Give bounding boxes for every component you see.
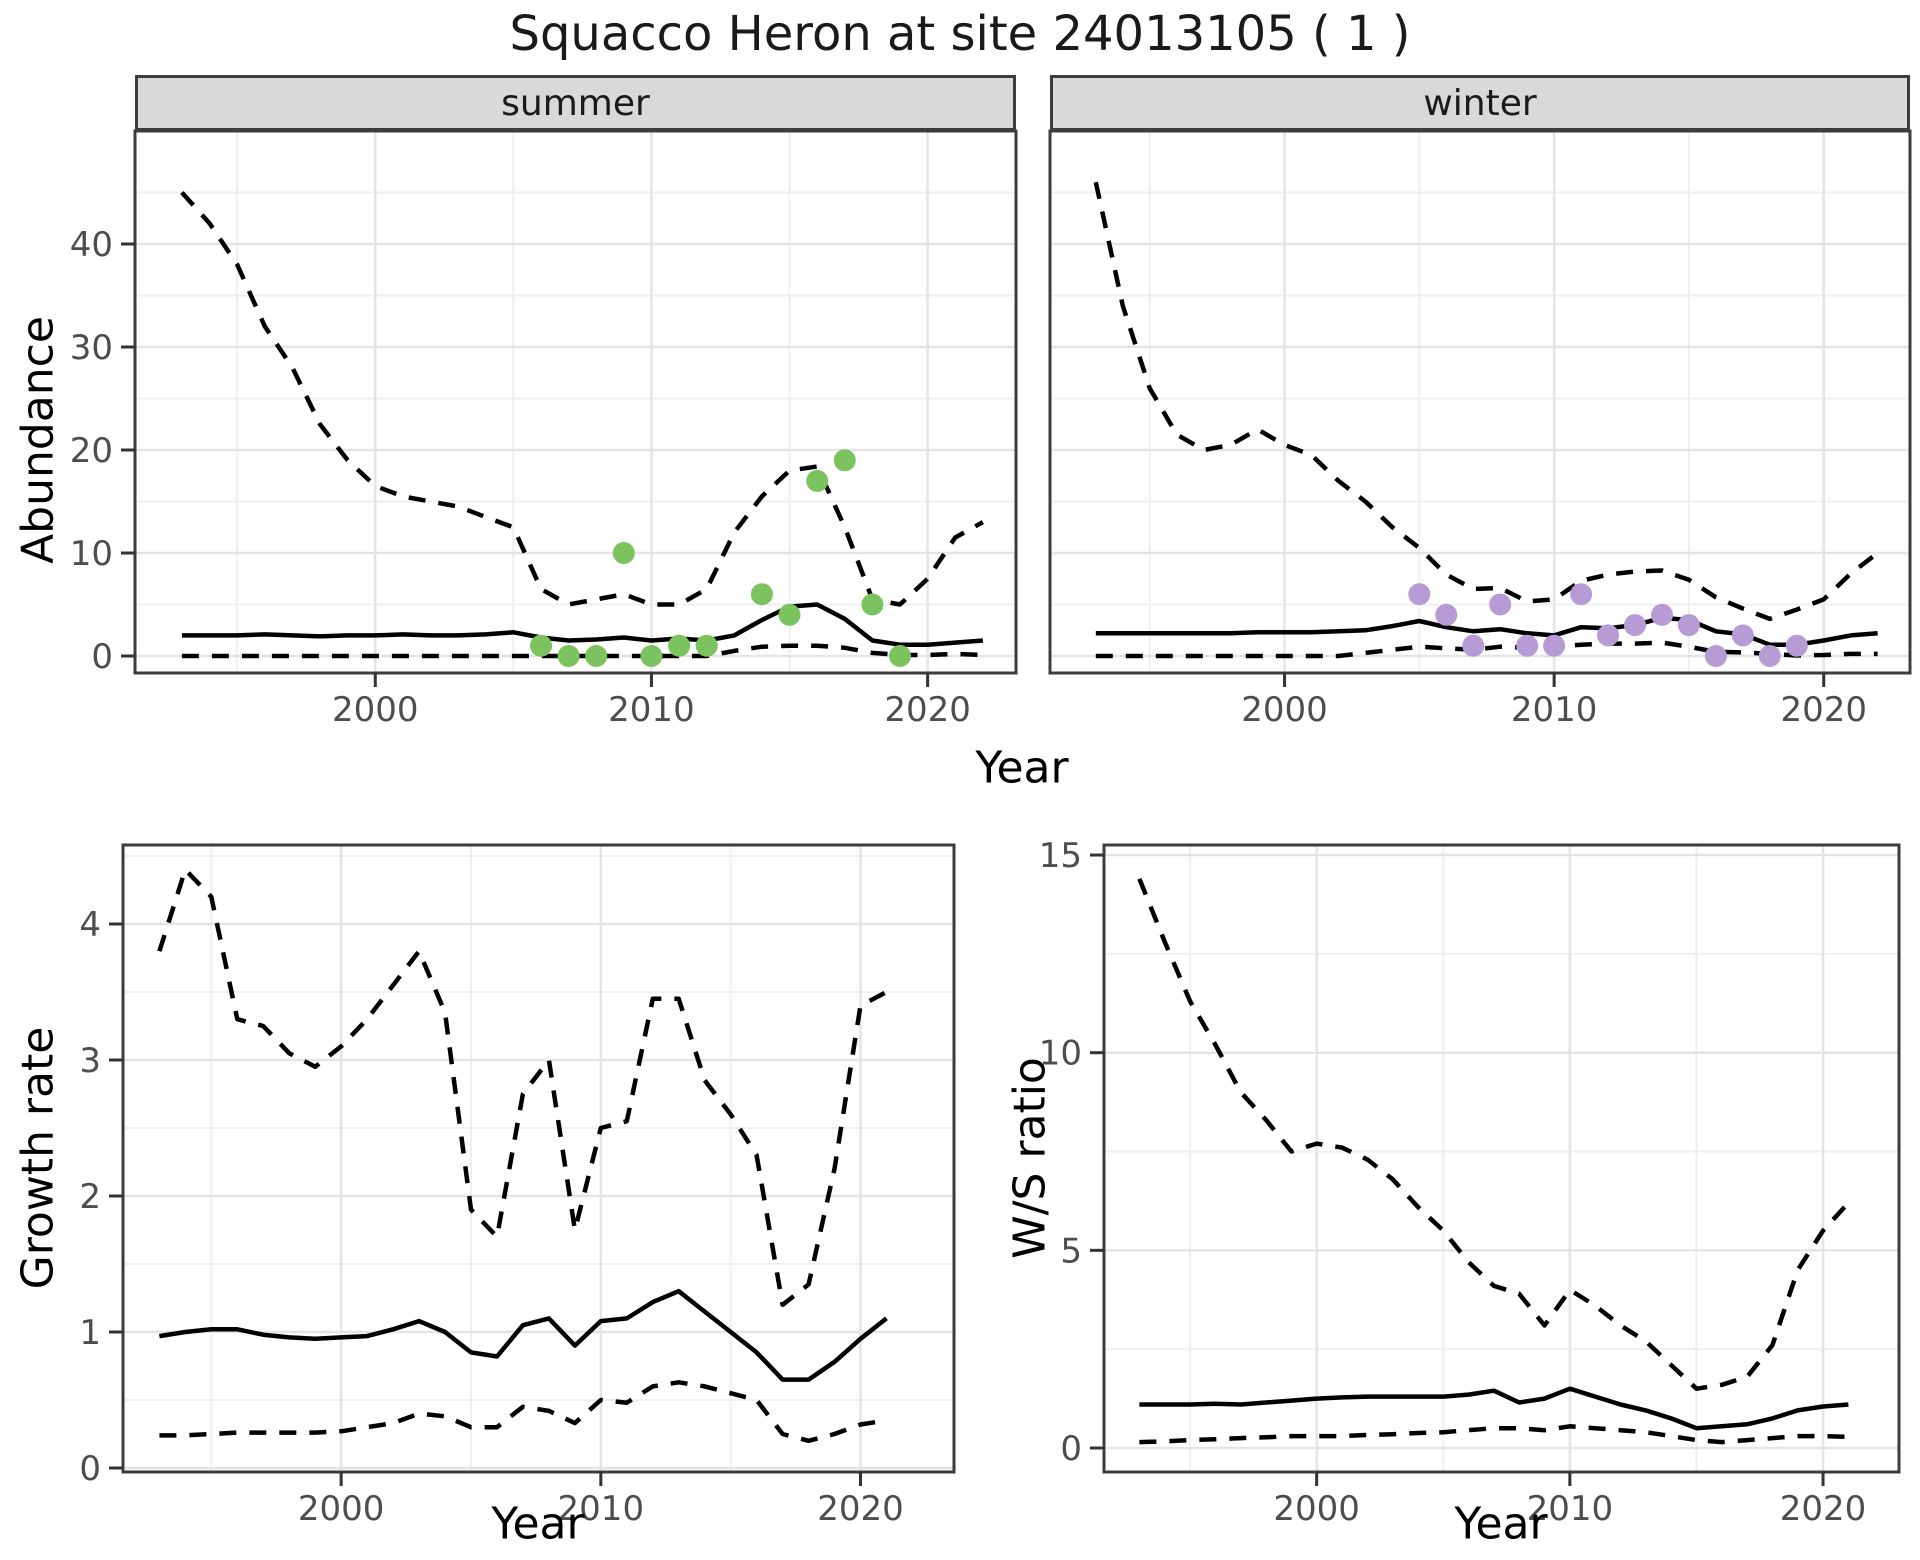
x-tick-label: 2020 bbox=[1780, 1489, 1867, 1529]
observation-point bbox=[1516, 634, 1539, 657]
x-tick-label: 2000 bbox=[1273, 1489, 1360, 1529]
y-tick-label: 10 bbox=[70, 534, 113, 574]
observation-point bbox=[1408, 583, 1431, 606]
median-line bbox=[1139, 1386, 1849, 1431]
x-axis-title-top: Year bbox=[975, 742, 1069, 794]
observation-point bbox=[612, 542, 635, 564]
observation-point bbox=[668, 634, 691, 657]
lower-ci-line bbox=[159, 1380, 887, 1444]
x-tick-label: 2000 bbox=[298, 1489, 385, 1529]
upper-ci-line bbox=[1093, 181, 1879, 622]
median-line bbox=[181, 602, 984, 647]
x-tick-label: 2000 bbox=[332, 690, 419, 730]
observation-point bbox=[557, 645, 580, 667]
x-tick-label: 2000 bbox=[1241, 690, 1328, 730]
observation-point bbox=[1597, 624, 1620, 647]
x-axis-title-bottom-right: Year bbox=[1454, 1498, 1548, 1550]
observation-point bbox=[1785, 634, 1808, 657]
y-tick-label: 5 bbox=[1060, 1231, 1082, 1271]
lower-ci-line bbox=[181, 643, 983, 659]
y-tick-label: 3 bbox=[79, 1041, 101, 1081]
observation-point bbox=[833, 449, 856, 472]
upper-ci-line bbox=[157, 867, 888, 1308]
observation-point bbox=[1462, 634, 1485, 657]
observation-point bbox=[695, 634, 718, 657]
panel-ws-ratio: 2000 2010 2020 0 5 10 15 bbox=[1039, 836, 1901, 1529]
y-tick-label: 40 bbox=[70, 225, 113, 265]
observation-point bbox=[1624, 614, 1646, 637]
y-tick-label: 2 bbox=[79, 1177, 101, 1217]
y-axis-title-abundance: Abundance bbox=[12, 316, 64, 564]
plot-title: Squacco Heron at site 24013105 ( 1 ) bbox=[509, 6, 1411, 62]
observation-point bbox=[861, 593, 884, 616]
y-tick-label: 0 bbox=[79, 1449, 101, 1489]
y-tick-label: 1 bbox=[79, 1313, 101, 1353]
observation-point bbox=[1677, 614, 1700, 637]
y-axis-title-ws-ratio: W/S ratio bbox=[1004, 1057, 1056, 1259]
observation-point bbox=[530, 634, 552, 657]
observation-point bbox=[1704, 645, 1727, 667]
y-tick-label: 0 bbox=[91, 637, 113, 677]
y-tick-label: 30 bbox=[70, 328, 113, 368]
facet-strip-winter: winter bbox=[1050, 75, 1910, 131]
observation-point bbox=[1435, 603, 1458, 626]
observation-point bbox=[1543, 634, 1566, 657]
upper-ci-line bbox=[1137, 877, 1851, 1391]
observation-point bbox=[889, 645, 911, 667]
median-line bbox=[159, 1288, 888, 1382]
panel-growth-rate: 2000 2010 2020 0 1 2 3 4 bbox=[79, 843, 956, 1529]
x-tick-label: 2010 bbox=[1527, 1489, 1614, 1529]
y-tick-label: 0 bbox=[1060, 1429, 1082, 1469]
panel-abundance-winter: 2000 2010 2020 bbox=[1048, 129, 1912, 730]
x-tick-label: 2020 bbox=[1780, 690, 1867, 730]
facet-strip-winter-label: winter bbox=[1423, 82, 1537, 124]
x-tick-label: 2020 bbox=[817, 1489, 904, 1529]
x-tick-label: 2010 bbox=[1511, 690, 1598, 730]
lower-ci-line bbox=[1095, 640, 1878, 659]
y-tick-label: 15 bbox=[1039, 836, 1082, 876]
observation-point bbox=[778, 603, 801, 626]
x-tick-label: 2010 bbox=[608, 690, 695, 730]
observation-point bbox=[750, 583, 773, 606]
y-tick-label: 20 bbox=[70, 431, 113, 471]
observation-point bbox=[585, 645, 608, 667]
y-tick-label: 4 bbox=[79, 905, 101, 945]
observation-point bbox=[640, 645, 663, 667]
x-axis-title-bottom-left: Year bbox=[491, 1498, 585, 1550]
y-axis-title-growth-rate: Growth rate bbox=[12, 1026, 64, 1290]
y-tick-label: 10 bbox=[1039, 1034, 1082, 1074]
observation-point bbox=[806, 469, 829, 492]
facet-strip-summer: summer bbox=[135, 75, 1016, 131]
x-tick-label: 2020 bbox=[884, 690, 971, 730]
observation-point bbox=[1489, 593, 1512, 616]
observation-point bbox=[1651, 603, 1673, 626]
observation-point bbox=[1758, 645, 1781, 667]
panel-abundance-summer: 2000 2010 2020 0 10 20 30 40 bbox=[70, 129, 1018, 730]
facet-strip-summer-label: summer bbox=[501, 82, 650, 124]
upper-ci-line bbox=[180, 190, 984, 607]
x-tick-label: 2010 bbox=[558, 1489, 645, 1529]
observation-point bbox=[1570, 583, 1593, 606]
observation-point bbox=[1731, 624, 1754, 647]
